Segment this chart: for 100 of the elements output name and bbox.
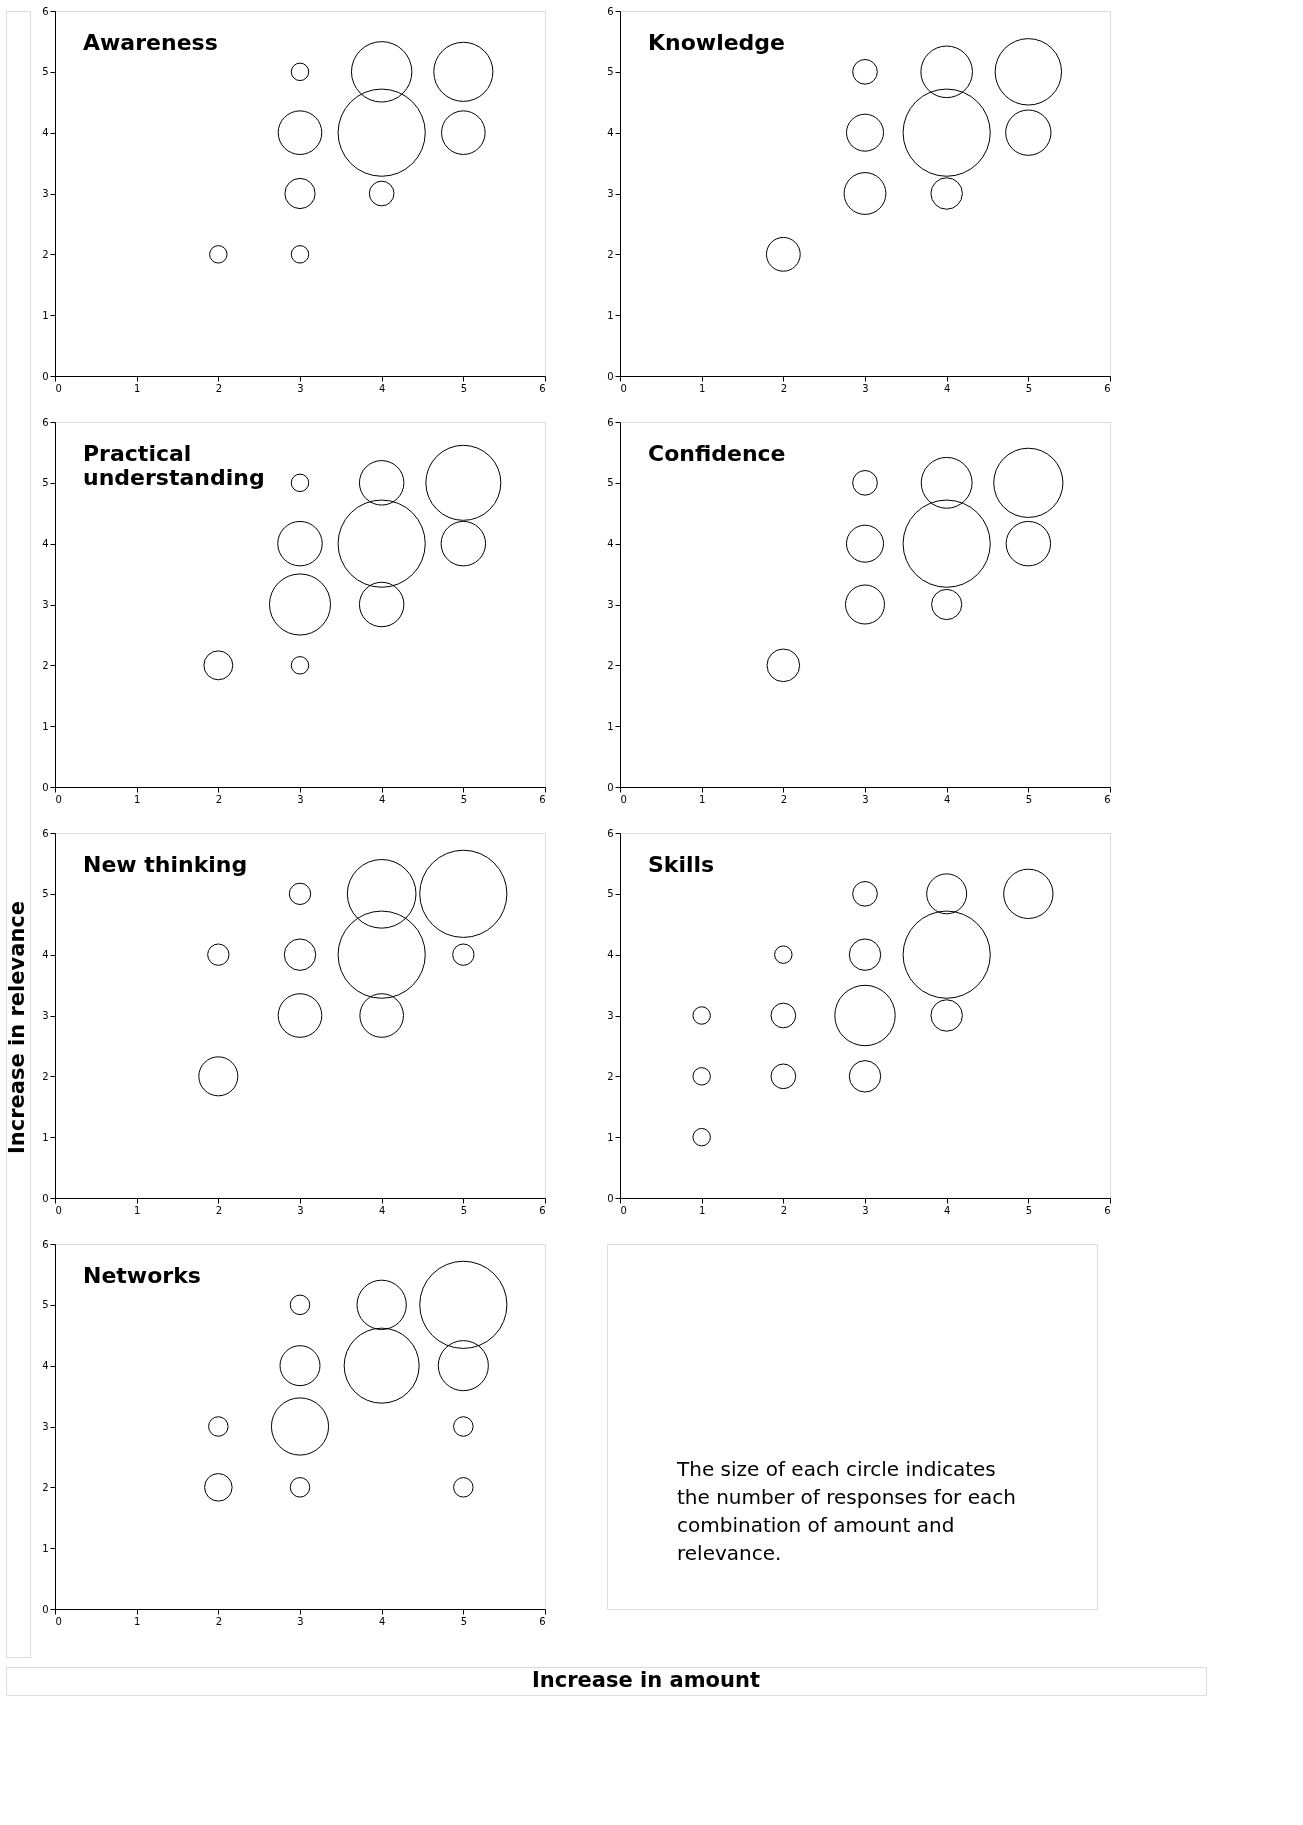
text: New thinking [83, 852, 248, 877]
x-tick-label: 0 [55, 1204, 62, 1216]
x-tick-label: 0 [55, 793, 62, 805]
y-tick-label: 0 [42, 1603, 49, 1615]
y-tick-label: 3 [607, 1010, 614, 1021]
x-tick-label: 6 [539, 382, 546, 394]
y-tick-label: 6 [42, 1238, 49, 1250]
y-tick-label: 1 [607, 309, 614, 321]
text: Practical understanding [83, 441, 265, 490]
x-tick-label: 0 [620, 382, 627, 394]
y-tick-label: 4 [42, 949, 49, 961]
x-tick-label: 2 [780, 382, 788, 394]
y-tick-label: 1 [42, 1131, 49, 1143]
y-tick-label: 3 [607, 599, 614, 610]
y-tick-label: 4 [607, 127, 614, 139]
y-tick-label: 2 [607, 248, 614, 260]
y-tick-label: 3 [42, 1010, 49, 1021]
x-tick-label: 3 [862, 1204, 869, 1216]
x-tick-label: 5 [460, 382, 468, 394]
y-tick-label: 0 [607, 1192, 614, 1204]
y-tick-label: 5 [42, 477, 49, 489]
x-tick-label: 1 [133, 382, 141, 394]
x-tick-label: 6 [1104, 793, 1111, 805]
x-tick-label: 3 [297, 1615, 304, 1627]
x-tick-label: 6 [539, 1615, 546, 1627]
y-tick-label: 4 [42, 1360, 49, 1372]
x-tick-label: 1 [133, 1204, 141, 1216]
x-tick-label: 5 [1025, 1204, 1033, 1216]
y-tick-label: 6 [607, 827, 614, 839]
y-tick-label: 4 [607, 538, 614, 550]
x-tick-label: 6 [1104, 382, 1111, 394]
x-tick-label: 4 [378, 1615, 386, 1627]
text: Networks [83, 1263, 201, 1288]
y-tick-label: 5 [607, 477, 614, 489]
y-tick-label: 1 [42, 1542, 49, 1554]
y-tick-label: 4 [42, 538, 49, 550]
text: The size of each circle indicates the number of responses for each combination of amount and relevance. [676, 1457, 1016, 1566]
x-tick-label: 3 [862, 382, 869, 394]
x-tick-label: 2 [215, 1615, 223, 1627]
x-tick-label: 1 [698, 1204, 706, 1216]
y-tick-label: 1 [42, 720, 49, 732]
x-tick-label: 2 [780, 1204, 788, 1216]
x-tick-label: 6 [539, 1204, 546, 1216]
x-tick-label: 2 [215, 382, 223, 394]
x-tick-label: 4 [378, 793, 386, 805]
y-tick-label: 2 [607, 1070, 614, 1082]
x-tick-label: 3 [297, 1204, 304, 1216]
x-tick-label: 5 [1025, 793, 1033, 805]
y-tick-label: 1 [607, 720, 614, 732]
y-axis-title: Increase in relevance [5, 900, 29, 1155]
y-tick-label: 6 [42, 5, 49, 17]
text: Confidence [648, 441, 786, 466]
y-tick-label: 5 [607, 66, 614, 78]
x-tick-label: 1 [133, 1615, 141, 1627]
y-tick-label: 0 [42, 1192, 49, 1204]
x-tick-label: 5 [1025, 382, 1033, 394]
x-tick-label: 2 [780, 793, 788, 805]
text: Knowledge [648, 30, 786, 55]
text: Skills [648, 852, 715, 877]
y-tick-label: 2 [607, 659, 614, 671]
x-tick-label: 5 [460, 793, 468, 805]
y-tick-label: 3 [42, 1421, 49, 1432]
x-tick-label: 1 [698, 793, 706, 805]
y-tick-label: 2 [42, 659, 49, 671]
y-tick-label: 4 [607, 949, 614, 961]
x-tick-label: 6 [539, 793, 546, 805]
x-tick-label: 3 [297, 793, 304, 805]
y-tick-label: 1 [42, 309, 49, 321]
y-tick-label: 5 [42, 66, 49, 78]
x-tick-label: 4 [943, 793, 951, 805]
text: Awareness [83, 30, 218, 55]
x-tick-label: 4 [378, 382, 386, 394]
y-tick-label: 6 [42, 416, 49, 428]
y-tick-label: 5 [607, 888, 614, 900]
y-tick-label: 5 [42, 888, 49, 900]
x-tick-label: 0 [620, 793, 627, 805]
x-tick-label: 0 [55, 1615, 62, 1627]
x-tick-label: 2 [215, 793, 223, 805]
x-tick-label: 6 [1104, 1204, 1111, 1216]
x-tick-label: 1 [698, 382, 706, 394]
x-tick-label: 5 [460, 1615, 468, 1627]
y-tick-label: 3 [607, 188, 614, 199]
x-tick-label: 3 [862, 793, 869, 805]
x-tick-label: 0 [620, 1204, 627, 1216]
y-tick-label: 0 [42, 781, 49, 793]
y-tick-label: 6 [607, 416, 614, 428]
x-tick-label: 4 [378, 1204, 386, 1216]
y-tick-label: 3 [42, 188, 49, 199]
x-tick-label: 2 [215, 1204, 223, 1216]
y-tick-label: 6 [42, 827, 49, 839]
x-axis-title: Increase in amount [532, 1668, 760, 1692]
x-tick-label: 3 [297, 382, 304, 394]
y-tick-label: 5 [42, 1299, 49, 1311]
x-tick-label: 5 [460, 1204, 468, 1216]
x-tick-label: 4 [943, 1204, 951, 1216]
y-tick-label: 0 [607, 781, 614, 793]
y-tick-label: 4 [42, 127, 49, 139]
y-tick-label: 2 [42, 248, 49, 260]
y-tick-label: 1 [607, 1131, 614, 1143]
x-tick-label: 1 [133, 793, 141, 805]
